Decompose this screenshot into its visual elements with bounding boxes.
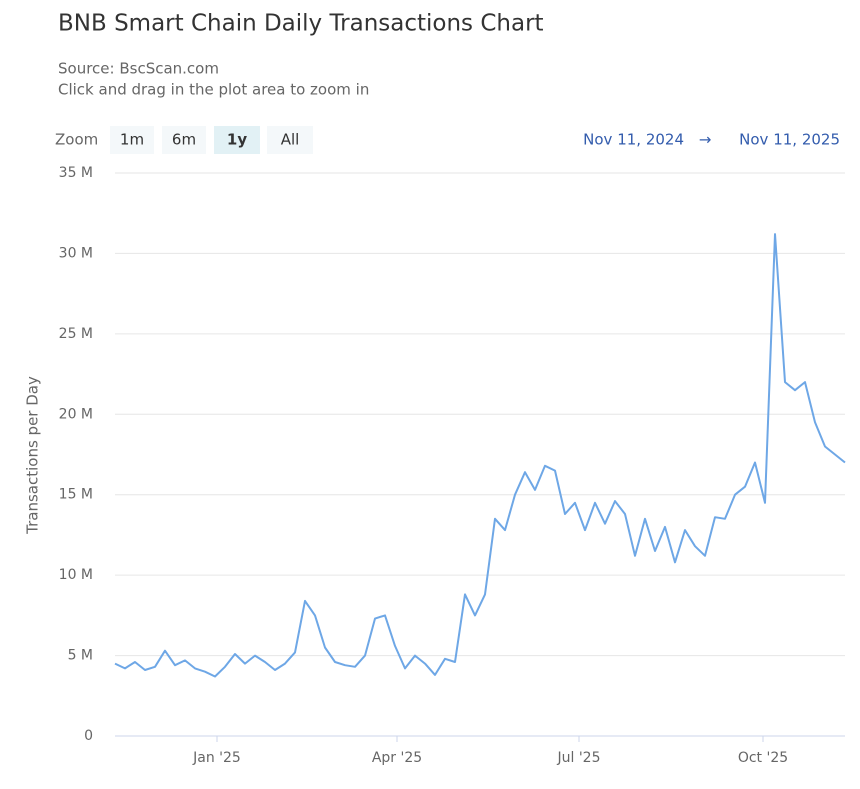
zoom-button[interactable]: 1y [214, 126, 260, 154]
zoom-label: Zoom [55, 131, 98, 149]
y-tick-label: 20 M [59, 406, 93, 422]
chart-subtitle: Click and drag in the plot area to zoom … [58, 81, 369, 99]
zoom-button[interactable]: All [267, 126, 313, 154]
range-arrow: → [699, 131, 712, 149]
zoom-button[interactable]: 1m [110, 126, 154, 154]
y-tick-label: 35 M [59, 165, 93, 181]
y-tick-label: 30 M [59, 245, 93, 261]
zoom-button-label[interactable]: 1y [227, 131, 247, 149]
y-tick-label: 5 M [68, 648, 93, 664]
data-line [114, 233, 846, 678]
chart-title: BNB Smart Chain Daily Transactions Chart [58, 11, 544, 37]
range-from[interactable]: Nov 11, 2024 [583, 131, 684, 149]
zoom-button-label[interactable]: 1m [120, 131, 144, 149]
y-tick-label: 25 M [59, 326, 93, 342]
zoom-button-bg [214, 126, 260, 154]
x-tick-label: Jan '25 [192, 750, 241, 766]
y-tick-label: 10 M [59, 567, 93, 583]
x-tick-label: Jul '25 [556, 750, 600, 766]
zoom-button[interactable]: 6m [162, 126, 206, 154]
x-tick-label: Oct '25 [738, 750, 788, 766]
x-tick-label: Apr '25 [372, 750, 422, 766]
zoom-button-bg [162, 126, 206, 154]
y-axis-title: Transactions per Day [24, 376, 42, 535]
zoom-button-label[interactable]: All [281, 131, 300, 149]
chart-subtitle: Source: BscScan.com [58, 60, 219, 78]
y-tick-label: 15 M [59, 487, 93, 503]
zoom-button-bg [267, 126, 313, 154]
range-to[interactable]: Nov 11, 2025 [739, 131, 840, 149]
y-tick-label: 0 [84, 728, 93, 744]
zoom-button-label[interactable]: 6m [172, 131, 196, 149]
zoom-button-bg [110, 126, 154, 154]
